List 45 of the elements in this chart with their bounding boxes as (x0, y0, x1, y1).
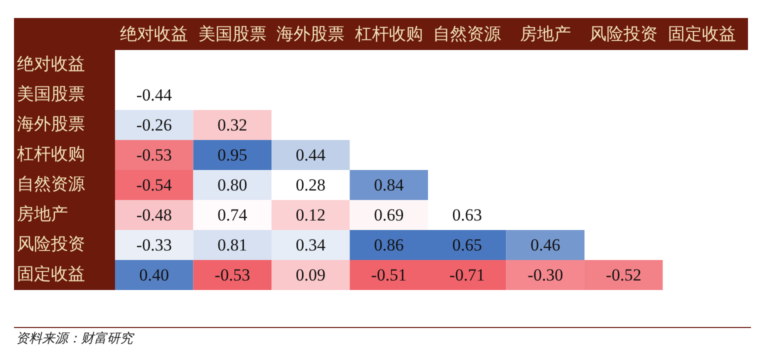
data-label: 0.84 (374, 175, 404, 194)
y-tick-label: 绝对收益 (17, 54, 85, 74)
text: 资料来源：财富研究 (16, 330, 135, 346)
data-label: -0.53 (136, 145, 172, 164)
data-label: -0.51 (371, 265, 407, 284)
y-tick-label: 房地产 (17, 204, 68, 224)
data-label: -0.33 (136, 235, 172, 254)
data-label: 0.63 (452, 205, 482, 224)
data-label: -0.44 (136, 85, 172, 104)
x-tick-label: 自然资源 (433, 24, 502, 44)
data-label: -0.30 (528, 265, 564, 284)
data-label: 0.34 (296, 235, 326, 254)
data-label: -0.54 (136, 175, 172, 194)
data-label: 0.09 (296, 265, 326, 284)
x-tick-label: 固定收益 (668, 24, 736, 44)
data-label: -0.52 (606, 265, 642, 284)
data-label: 0.95 (218, 145, 248, 164)
data-label: 0.65 (452, 235, 482, 254)
data-label: 0.46 (530, 235, 560, 254)
data-label: -0.26 (136, 115, 172, 134)
data-label: -0.71 (449, 265, 485, 284)
y-tick-label: 自然资源 (17, 174, 85, 194)
y-tick-label: 杠杆收购 (16, 144, 85, 164)
y-tick-label: 美国股票 (17, 84, 85, 104)
data-label: 0.74 (218, 205, 248, 224)
x-tick-label: 房地产 (520, 24, 571, 44)
y-tick-label: 风险投资 (17, 234, 85, 254)
x-tick-label: 绝对收益 (120, 24, 188, 44)
x-tick-label: 风险投资 (590, 24, 658, 44)
y-tick-label: 海外股票 (17, 114, 85, 134)
data-label: 0.44 (296, 145, 326, 164)
data-label: 0.32 (218, 115, 248, 134)
x-tick-label: 杠杆收购 (354, 24, 423, 44)
data-label: 0.86 (374, 235, 404, 254)
data-label: -0.48 (136, 205, 172, 224)
data-label: 0.80 (218, 175, 248, 194)
data-label: 0.28 (296, 175, 326, 194)
data-label: -0.53 (214, 265, 250, 284)
data-label: 0.81 (218, 235, 248, 254)
data-label: 0.12 (296, 205, 326, 224)
data-label: 0.69 (374, 205, 404, 224)
y-tick-label: 固定收益 (17, 264, 85, 284)
data-label: 0.40 (139, 265, 169, 284)
x-tick-label: 美国股票 (198, 24, 266, 44)
x-tick-label: 海外股票 (276, 24, 345, 44)
